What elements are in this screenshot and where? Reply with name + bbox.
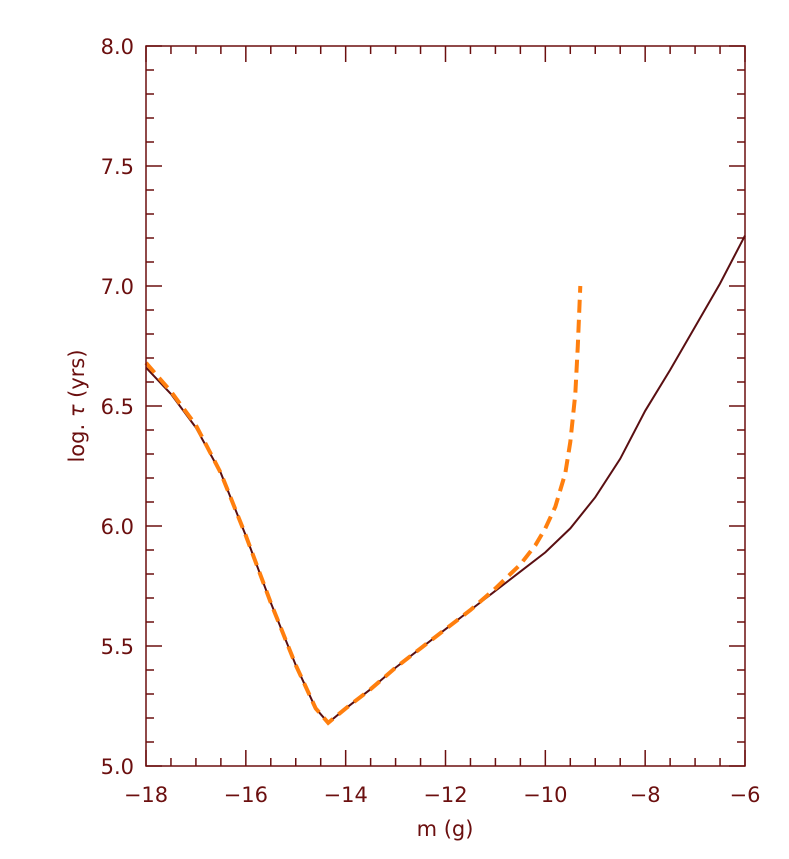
- x-tick-label: −8: [630, 783, 661, 807]
- x-tick-label: −14: [324, 783, 368, 807]
- axis-ticks: [145, 45, 746, 767]
- plot-frame: [145, 45, 746, 767]
- x-tick-label: −6: [730, 783, 761, 807]
- y-tick-label: 5.0: [101, 755, 134, 779]
- x-tick-label: −16: [224, 783, 268, 807]
- y-tick-label: 6.0: [101, 515, 134, 539]
- x-tick-label: −18: [124, 783, 168, 807]
- y-tick-label: 6.5: [101, 395, 134, 419]
- y-axis-title-symbol: τ: [65, 404, 89, 417]
- x-tick-label: −12: [423, 783, 467, 807]
- y-tick-label: 8.0: [101, 35, 134, 59]
- y-axis-title: log. τ (yrs): [65, 349, 89, 462]
- y-tick-label: 7.0: [101, 275, 134, 299]
- x-tick-label: −10: [523, 783, 567, 807]
- y-tick-label: 7.5: [101, 155, 134, 179]
- series-line-solid: [145, 235, 746, 725]
- x-axis-title: m (g): [417, 817, 474, 841]
- plot-series: [144, 235, 746, 726]
- tick-labels: −18 −16 −14 −12 −10 −8 −6 5.0 5.5 6.0 6.5 7.0 7.5 8.0: [101, 35, 761, 807]
- y-axis-title-suffix: (yrs): [65, 349, 89, 404]
- y-axis-title-prefix: log.: [65, 417, 89, 462]
- y-tick-label: 5.5: [101, 635, 134, 659]
- series-line-dashed: [144, 285, 583, 726]
